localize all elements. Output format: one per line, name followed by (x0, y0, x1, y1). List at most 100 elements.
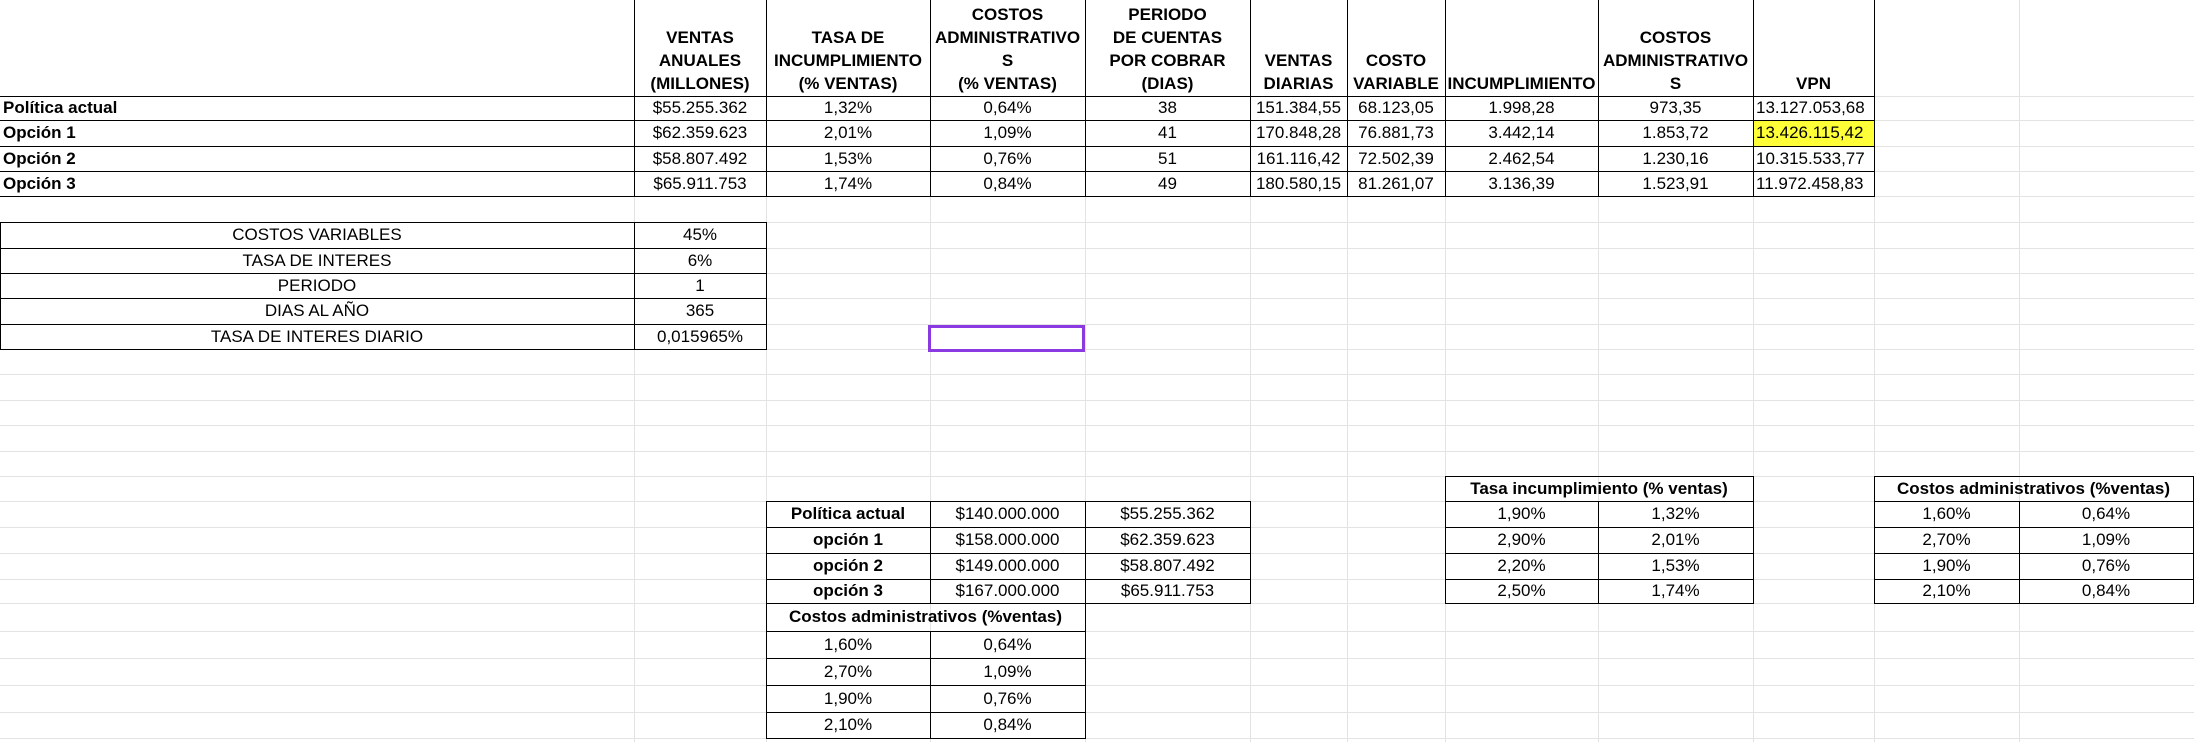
data-cell[interactable]: 1.998,28 (1488, 98, 1555, 117)
param-value[interactable]: 1 (695, 275, 705, 295)
tasa-table-cell[interactable]: 1,32% (1651, 504, 1700, 523)
data-cell[interactable]: 72.502,39 (1358, 148, 1434, 168)
data-cell[interactable]: 51 (1158, 148, 1177, 168)
data-cell[interactable]: 1.523,91 (1642, 173, 1709, 193)
data-cell[interactable]: 1.230,16 (1642, 148, 1709, 168)
param-label[interactable]: DIAS AL AÑO (264, 301, 370, 320)
param-label[interactable]: PERIODO (277, 275, 357, 295)
data-cell[interactable]: 0,84% (983, 173, 1032, 193)
data-cell[interactable]: 68.123,05 (1358, 98, 1434, 117)
param-label[interactable]: COSTOS VARIABLES (232, 225, 402, 244)
data-cell[interactable]: 0,64% (983, 98, 1032, 117)
costos-bottom-table-cell[interactable]: 1,90% (823, 688, 873, 708)
sales-value[interactable]: $158.000.000 (955, 530, 1060, 549)
data-cell[interactable]: $65.911.753 (653, 173, 747, 193)
tasa-table-cell[interactable]: 2,01% (1651, 530, 1700, 549)
data-cell[interactable]: 973,35 (1649, 98, 1702, 117)
costos-bottom-table-cell[interactable]: 0,76% (983, 688, 1032, 708)
row-label[interactable]: Opción 3 (3, 173, 76, 193)
tasa-table-cell[interactable]: 2,20% (1497, 556, 1546, 575)
sales-label[interactable]: opción 1 (813, 530, 883, 549)
param-label[interactable]: TASA DE INTERES (242, 250, 392, 270)
tasa-table-cell[interactable]: 1,90% (1497, 504, 1546, 523)
data-cell[interactable]: 1,32% (823, 98, 873, 117)
sales-value[interactable]: $55.255.362 (1120, 504, 1215, 523)
param-label[interactable]: TASA DE INTERES DIARIO (210, 326, 424, 346)
column-header[interactable]: VPN (1796, 74, 1831, 93)
data-cell[interactable]: 3.442,14 (1488, 123, 1555, 142)
costos-right-table-cell[interactable]: 1,90% (1922, 556, 1971, 575)
column-header[interactable]: VENTAS ANUALES (MILLONES) (650, 28, 750, 93)
costos-bottom-table-cell[interactable]: 1,60% (823, 634, 873, 654)
costos-bottom-table-cell[interactable]: 0,84% (983, 715, 1032, 734)
data-cell[interactable]: 49 (1158, 173, 1177, 193)
data-cell[interactable]: 41 (1158, 123, 1177, 142)
data-cell[interactable]: 170.848,28 (1255, 123, 1342, 142)
column-header[interactable]: COSTO VARIABLE (1353, 51, 1439, 93)
vpn-cell[interactable]: 13.426.115,42 (1756, 123, 1864, 142)
costos-right-table-cell[interactable]: 1,60% (1922, 504, 1971, 523)
vpn-cell[interactable]: 13.127.053,68 (1756, 98, 1865, 117)
costos-right-table-cell[interactable]: 1,09% (2081, 530, 2131, 549)
sales-value[interactable]: $149.000.000 (955, 556, 1060, 575)
costos-bottom-table-cell[interactable]: 2,10% (823, 715, 873, 734)
sales-label[interactable]: opción 3 (813, 581, 883, 600)
sales-value[interactable]: $140.000.000 (955, 504, 1060, 523)
costos-right-table-cell[interactable]: 0,84% (2081, 581, 2131, 600)
sales-label[interactable]: Política actual (790, 504, 906, 523)
tasa-table-cell[interactable]: 1,53% (1651, 556, 1700, 575)
data-cell[interactable]: 161.116,42 (1256, 148, 1341, 168)
costos-right-table-title[interactable]: Costos administrativos (%ventas) (1896, 478, 2170, 498)
data-cell[interactable]: $55.255.362 (652, 98, 748, 117)
data-cell[interactable]: 81.261,07 (1358, 173, 1434, 193)
vpn-cell[interactable]: 10.315.533,77 (1756, 148, 1865, 168)
column-header[interactable]: COSTOS ADMINISTRATIVO S (1602, 28, 1749, 93)
tasa-table-title[interactable]: Tasa incumplimiento (% ventas) (1470, 478, 1728, 498)
row-label[interactable]: Política actual (3, 98, 118, 117)
data-cell[interactable]: 0,76% (983, 148, 1032, 168)
costos-bottom-table-cell[interactable]: 2,70% (823, 661, 873, 681)
costos-right-table-cell[interactable]: 0,76% (2081, 556, 2131, 575)
data-cell[interactable]: 151.384,55 (1255, 98, 1342, 117)
sales-value[interactable]: $65.911.753 (1120, 581, 1215, 600)
column-header[interactable]: INCUMPLIMIENTO (1447, 74, 1596, 93)
tasa-table-cell[interactable]: 2,90% (1497, 530, 1546, 549)
data-cell[interactable]: 1,09% (983, 123, 1032, 142)
costos-bottom-table-cell[interactable]: 0,64% (983, 634, 1032, 654)
data-cell[interactable]: 2,01% (823, 123, 873, 142)
costos-right-table-cell[interactable]: 0,64% (2081, 504, 2131, 523)
data-cell[interactable]: 1.853,72 (1642, 123, 1709, 142)
data-cell[interactable]: 1,53% (823, 148, 873, 168)
tasa-table-cell[interactable]: 2,50% (1497, 581, 1546, 600)
data-cell[interactable]: 1,74% (823, 173, 873, 193)
data-cell[interactable]: 2.462,54 (1488, 148, 1555, 168)
column-header[interactable]: VENTAS DIARIAS (1263, 51, 1334, 93)
costos-right-table-cell[interactable]: 2,70% (1922, 530, 1971, 549)
data-cell[interactable]: $58.807.492 (652, 148, 748, 168)
column-header[interactable]: COSTOS ADMINISTRATIVO S (% VENTAS) (934, 5, 1081, 93)
data-cell[interactable]: 76.881,73 (1358, 123, 1434, 142)
sales-value[interactable]: $58.807.492 (1120, 556, 1215, 575)
sales-label[interactable]: opción 2 (813, 556, 883, 575)
costos-bottom-table-cell[interactable]: 1,09% (983, 661, 1032, 681)
sales-value[interactable]: $62.359.623 (1120, 530, 1215, 549)
row-label[interactable]: Opción 1 (3, 123, 76, 142)
vpn-cell[interactable]: 11.972.458,83 (1756, 173, 1864, 193)
param-value[interactable]: 0,015965% (656, 326, 744, 346)
param-value[interactable]: 45% (682, 225, 718, 244)
data-cell[interactable]: 38 (1158, 98, 1177, 117)
row-label[interactable]: Opción 2 (3, 148, 76, 168)
costos-bottom-table-title[interactable]: Costos administrativos (%ventas) (788, 607, 1062, 626)
data-cell[interactable]: $62.359.623 (652, 123, 748, 142)
tasa-table-cell[interactable]: 1,74% (1651, 581, 1700, 600)
costos-right-table-cell[interactable]: 2,10% (1922, 581, 1971, 600)
param-value[interactable]: 365 (685, 301, 715, 320)
selected-cell[interactable] (928, 325, 1085, 352)
data-cell[interactable]: 3.136,39 (1488, 173, 1555, 193)
column-header[interactable]: PERIODO DE CUENTAS POR COBRAR (DIAS) (1109, 5, 1226, 93)
column-header[interactable]: TASA DE INCUMPLIMIENTO (% VENTAS) (774, 28, 922, 93)
param-value[interactable]: 6% (687, 250, 713, 270)
sales-value[interactable]: $167.000.000 (955, 581, 1060, 600)
data-cell[interactable]: 180.580,15 (1255, 173, 1342, 193)
